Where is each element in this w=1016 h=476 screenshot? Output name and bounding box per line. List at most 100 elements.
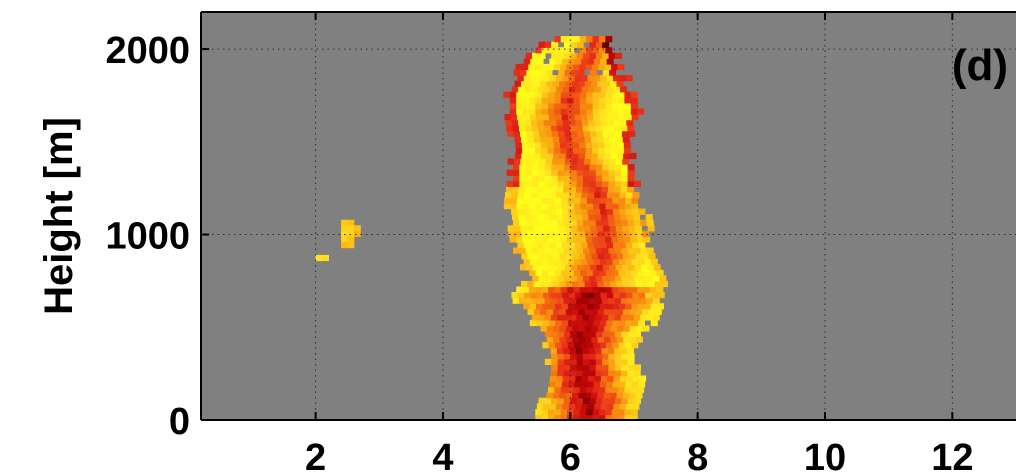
heatmap-cell: [537, 214, 545, 221]
heatmap-cell: [583, 264, 591, 271]
heatmap-cell: [517, 75, 525, 82]
heatmap-cell: [574, 258, 582, 265]
heatmap-cell: [627, 180, 635, 187]
heatmap-cell: [620, 369, 628, 377]
heatmap-cell: [648, 253, 656, 260]
heatmap-cell: [574, 208, 582, 215]
heatmap-cell: [528, 97, 536, 104]
heatmap-cell: [538, 164, 546, 171]
heatmap-cell: [572, 325, 580, 332]
heatmap-cell: [517, 191, 525, 199]
heatmap-cell: [546, 136, 554, 143]
heatmap-cell: [612, 203, 619, 210]
heatmap-cell: [542, 197, 550, 204]
heatmap-cell: [627, 247, 635, 254]
heatmap-cell: [541, 91, 549, 98]
heatmap-cell: [549, 114, 556, 121]
heatmap-cell: [604, 141, 612, 148]
heatmap-cell: [549, 75, 557, 82]
heatmap-cell: [512, 297, 520, 304]
heatmap-cell: [534, 230, 541, 237]
heatmap-cell: [648, 308, 656, 315]
heatmap-cell: [535, 147, 542, 154]
heatmap-cell: [554, 203, 562, 210]
heatmap-cell: [619, 403, 627, 410]
heatmap-cell: [584, 392, 592, 399]
heatmap-cell: [554, 36, 562, 43]
heatmap-cell: [599, 269, 607, 276]
heatmap-cell: [532, 52, 540, 59]
heatmap-cell: [555, 58, 563, 65]
heatmap-cell: [560, 102, 568, 110]
heatmap-cell: [627, 353, 635, 360]
heatmap-cell: [587, 258, 595, 265]
heatmap-cell: [607, 347, 615, 354]
heatmap-cell: [557, 314, 565, 321]
heatmap-cell: [549, 86, 557, 93]
heatmap-cell: [552, 80, 560, 87]
heatmap-cell: [537, 86, 545, 93]
heatmap-cell: [584, 336, 592, 343]
heatmap-cell: [642, 308, 650, 315]
heatmap-cell: [557, 169, 565, 176]
heatmap-cell: [597, 152, 605, 160]
heatmap-cell: [584, 308, 592, 315]
heatmap-cell: [564, 69, 572, 76]
heatmap-cell: [605, 414, 613, 421]
heatmap-cell: [619, 381, 626, 388]
heatmap-cell: [612, 319, 620, 327]
heatmap-cell: [608, 169, 616, 176]
heatmap-cell: [551, 358, 559, 365]
heatmap-cell: [564, 130, 572, 137]
heatmap-cell: [544, 169, 552, 176]
heatmap-cell: [520, 264, 527, 271]
heatmap-cell: [559, 392, 567, 399]
heatmap-cell: [578, 152, 586, 160]
heatmap-cell: [589, 41, 597, 48]
heatmap-cell: [640, 297, 647, 304]
heatmap-cell: [605, 269, 613, 276]
heatmap-cell: [627, 347, 634, 354]
heatmap-cell: [569, 119, 576, 126]
heatmap-cell: [595, 247, 603, 254]
heatmap-cell: [640, 247, 648, 254]
heatmap-cell: [532, 69, 540, 76]
heatmap-cell: [598, 47, 606, 54]
heatmap-cell: [618, 286, 626, 293]
heatmap-cell: [598, 408, 606, 416]
heatmap-cell: [563, 347, 571, 354]
heatmap-cell: [586, 197, 594, 204]
heatmap-cell: [595, 186, 603, 193]
heatmap-cell: [535, 286, 543, 293]
heatmap-cell: [580, 319, 588, 327]
heatmap-cell: [549, 208, 557, 215]
heatmap-cell: [610, 280, 618, 288]
heatmap-cell: [553, 63, 561, 71]
heatmap-cell: [640, 314, 647, 321]
heatmap-cell: [551, 331, 559, 338]
heatmap-cell: [608, 353, 616, 360]
heatmap-cell: [631, 342, 639, 349]
heatmap-cell: [576, 369, 584, 377]
heatmap-cell: [560, 236, 568, 243]
heatmap-cell: [589, 314, 597, 321]
heatmap-cell: [619, 191, 627, 199]
heatmap-cell: [511, 86, 519, 93]
heatmap-cell: [559, 80, 567, 87]
heatmap-cell: [515, 147, 523, 154]
heatmap-cell: [548, 303, 556, 310]
heatmap-cell: [595, 125, 603, 132]
heatmap-cell: [619, 208, 627, 215]
heatmap-cell: [607, 86, 615, 93]
heatmap-cell: [514, 80, 522, 87]
heatmap-cell: [526, 264, 534, 271]
heatmap-cell: [632, 375, 640, 382]
heatmap-cell: [633, 214, 640, 221]
heatmap-cell: [629, 280, 637, 288]
heatmap-cell: [606, 114, 614, 121]
heatmap-cell: [535, 236, 542, 243]
heatmap-cell: [526, 158, 534, 165]
heatmap-cell: [546, 230, 554, 237]
heatmap-cell: [553, 325, 561, 332]
heatmap-cell: [593, 342, 601, 349]
